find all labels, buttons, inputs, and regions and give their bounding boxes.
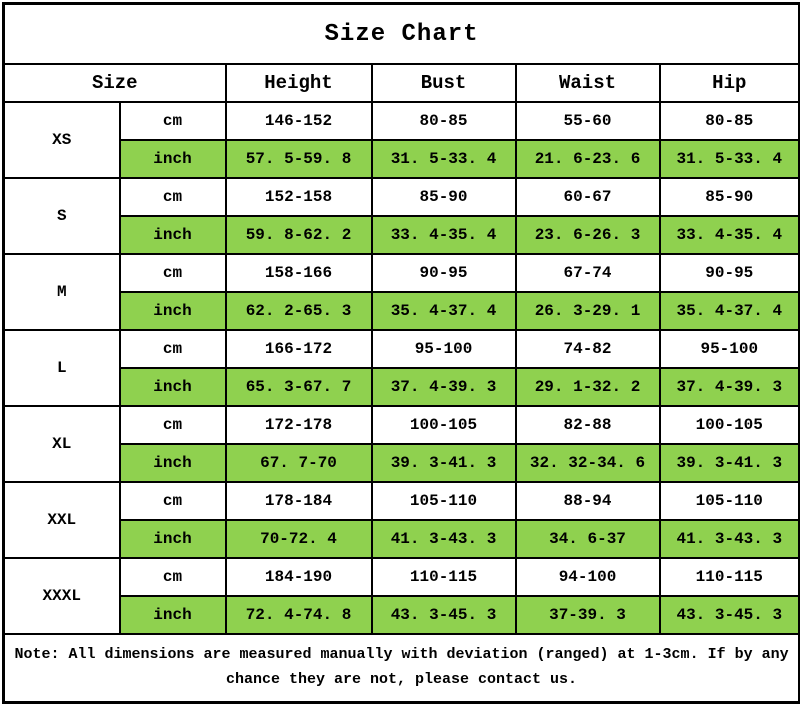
table-cell: 80-85	[658, 101, 800, 141]
unit-label: inch	[118, 443, 227, 483]
table-cell: 172-178	[224, 405, 373, 445]
unit-label: cm	[118, 557, 227, 597]
table-cell: 57. 5-59. 8	[224, 139, 373, 179]
table-cell: 105-110	[370, 481, 517, 521]
table-cell: 43. 3-45. 3	[658, 595, 800, 635]
size-label-xxxl: XXXL	[2, 557, 121, 635]
table-cell: 34. 6-37	[514, 519, 661, 559]
table-cell: 184-190	[224, 557, 373, 597]
table-cell: 166-172	[224, 329, 373, 369]
column-header-bust: Bust	[370, 63, 517, 103]
note-text: Note: All dimensions are measured manual…	[2, 633, 800, 704]
table-cell: 72. 4-74. 8	[224, 595, 373, 635]
unit-label: cm	[118, 253, 227, 293]
table-cell: 33. 4-35. 4	[658, 215, 800, 255]
table-cell: 21. 6-23. 6	[514, 139, 661, 179]
table-cell: 90-95	[658, 253, 800, 293]
size-label-xl: XL	[2, 405, 121, 483]
table-cell: 80-85	[370, 101, 517, 141]
table-cell: 31. 5-33. 4	[370, 139, 517, 179]
table-cell: 178-184	[224, 481, 373, 521]
column-header-height: Height	[224, 63, 373, 103]
unit-label: inch	[118, 139, 227, 179]
unit-label: cm	[118, 177, 227, 217]
unit-label: cm	[118, 405, 227, 445]
table-cell: 33. 4-35. 4	[370, 215, 517, 255]
table-cell: 62. 2-65. 3	[224, 291, 373, 331]
table-cell: 31. 5-33. 4	[658, 139, 800, 179]
size-label-m: M	[2, 253, 121, 331]
table-cell: 43. 3-45. 3	[370, 595, 517, 635]
column-header-hip: Hip	[658, 63, 800, 103]
table-cell: 74-82	[514, 329, 661, 369]
table-cell: 55-60	[514, 101, 661, 141]
table-cell: 110-115	[658, 557, 800, 597]
unit-label: cm	[118, 481, 227, 521]
table-cell: 95-100	[370, 329, 517, 369]
table-cell: 39. 3-41. 3	[370, 443, 517, 483]
table-cell: 82-88	[514, 405, 661, 445]
table-cell: 32. 32-34. 6	[514, 443, 661, 483]
table-cell: 37. 4-39. 3	[658, 367, 800, 407]
page-title: Size Chart	[2, 2, 800, 65]
unit-label: inch	[118, 215, 227, 255]
unit-label: inch	[118, 519, 227, 559]
unit-label: cm	[118, 329, 227, 369]
table-cell: 26. 3-29. 1	[514, 291, 661, 331]
table-cell: 90-95	[370, 253, 517, 293]
size-label-xs: XS	[2, 101, 121, 179]
unit-label: inch	[118, 595, 227, 635]
unit-label: inch	[118, 291, 227, 331]
table-cell: 152-158	[224, 177, 373, 217]
table-cell: 146-152	[224, 101, 373, 141]
table-cell: 105-110	[658, 481, 800, 521]
table-cell: 37. 4-39. 3	[370, 367, 517, 407]
table-cell: 94-100	[514, 557, 661, 597]
table-cell: 85-90	[658, 177, 800, 217]
table-cell: 65. 3-67. 7	[224, 367, 373, 407]
table-cell: 59. 8-62. 2	[224, 215, 373, 255]
table-cell: 35. 4-37. 4	[658, 291, 800, 331]
table-cell: 158-166	[224, 253, 373, 293]
size-label-l: L	[2, 329, 121, 407]
table-cell: 37-39. 3	[514, 595, 661, 635]
column-header-waist: Waist	[514, 63, 661, 103]
unit-label: cm	[118, 101, 227, 141]
table-cell: 85-90	[370, 177, 517, 217]
column-header-size: Size	[2, 63, 227, 103]
table-cell: 70-72. 4	[224, 519, 373, 559]
size-label-s: S	[2, 177, 121, 255]
size-label-xxl: XXL	[2, 481, 121, 559]
table-cell: 41. 3-43. 3	[370, 519, 517, 559]
table-cell: 41. 3-43. 3	[658, 519, 800, 559]
table-cell: 100-105	[370, 405, 517, 445]
table-cell: 100-105	[658, 405, 800, 445]
table-cell: 110-115	[370, 557, 517, 597]
table-cell: 29. 1-32. 2	[514, 367, 661, 407]
table-cell: 60-67	[514, 177, 661, 217]
table-cell: 35. 4-37. 4	[370, 291, 517, 331]
table-cell: 95-100	[658, 329, 800, 369]
table-cell: 67-74	[514, 253, 661, 293]
unit-label: inch	[118, 367, 227, 407]
table-cell: 88-94	[514, 481, 661, 521]
table-cell: 67. 7-70	[224, 443, 373, 483]
table-cell: 23. 6-26. 3	[514, 215, 661, 255]
table-cell: 39. 3-41. 3	[658, 443, 800, 483]
